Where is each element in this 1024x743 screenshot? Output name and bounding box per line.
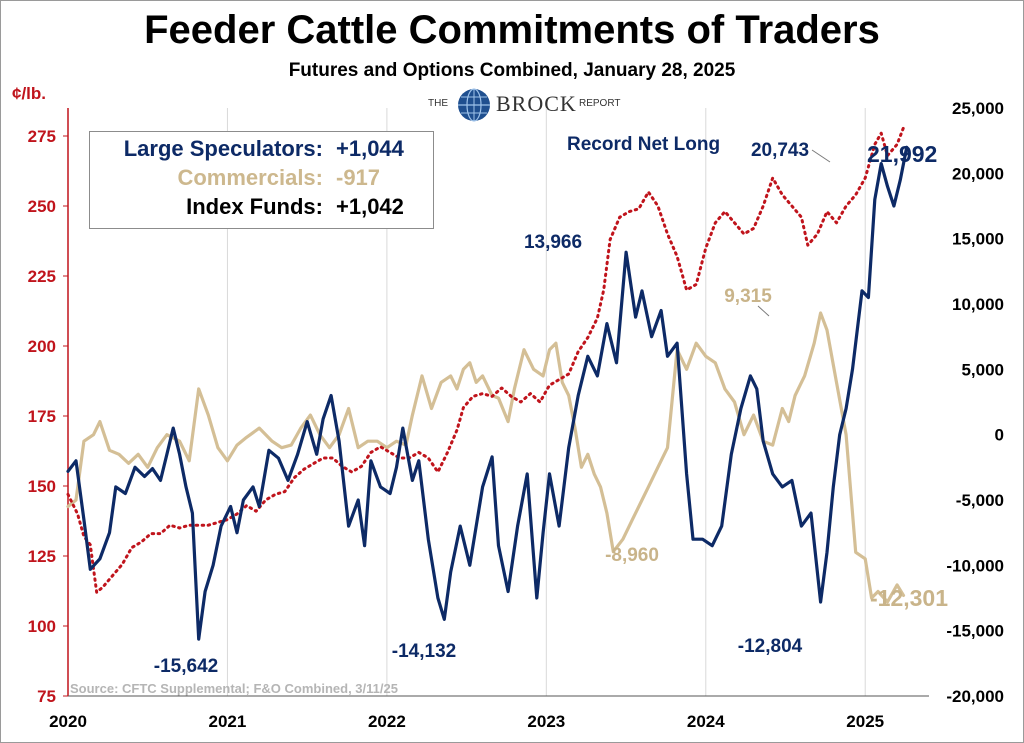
legend-value: +1,042	[336, 194, 404, 219]
x-tick-label: 2024	[687, 712, 725, 731]
globe-icon	[458, 88, 490, 122]
annotation-label: -12,301	[870, 585, 948, 611]
brock-report-logo: THE BROCK REPORT	[418, 86, 621, 124]
speculators-line	[66, 145, 909, 641]
price-line	[66, 126, 905, 594]
chart-axes	[63, 108, 929, 697]
annotation-label: Record Net Long	[567, 134, 720, 155]
logo-name: BROCK	[496, 91, 577, 116]
right-tick-label: -10,000	[946, 556, 1004, 575]
legend-value: +1,044	[336, 136, 404, 161]
left-tick-label: 125	[28, 547, 56, 566]
legend-label: Commercials:	[177, 165, 323, 190]
annotation-label: 20,743	[751, 140, 809, 161]
left-tick-label: 100	[28, 617, 56, 636]
annotation-leader	[757, 305, 770, 317]
right-tick-label: 10,000	[952, 295, 1004, 314]
right-tick-label: -5,000	[956, 491, 1004, 510]
annotation-label: -12,804	[738, 636, 803, 657]
chart-title: Feeder Cattle Commitments of Traders	[144, 8, 880, 52]
right-tick-label: 25,000	[952, 99, 1004, 118]
annotation-label: -14,132	[392, 641, 456, 662]
left-tick-label: 75	[37, 687, 56, 706]
x-tick-label: 2025	[846, 712, 884, 731]
x-tick-label: 2021	[209, 712, 247, 731]
legend-label: Large Speculators:	[123, 136, 323, 161]
logo-suffix: REPORT	[579, 98, 621, 109]
x-tick-label: 2023	[527, 712, 565, 731]
legend-value: -917	[336, 165, 381, 190]
left-tick-label: 225	[28, 267, 56, 286]
left-tick-label: 250	[28, 197, 56, 216]
right-tick-label: -20,000	[946, 687, 1004, 706]
annotation-label: 13,966	[524, 232, 582, 253]
legend-box: Large Speculators: +1,044 Commercials: -…	[89, 131, 434, 229]
x-tick-label: 2020	[49, 712, 87, 731]
annotation-label: -15,642	[154, 656, 218, 677]
left-tick-label: 200	[28, 337, 56, 356]
right-tick-label: 5,000	[961, 360, 1004, 379]
annotation-leader	[811, 149, 831, 163]
right-tick-label: 15,000	[952, 230, 1004, 249]
left-tick-label: 150	[28, 477, 56, 496]
annotation-label: -8,960	[605, 545, 659, 566]
annotation-label: 21,992	[867, 141, 937, 167]
chart-labels: 2020 2021 2022 2023 2024 2025 75 100 125 150 175 20…	[12, 84, 1004, 731]
legend-entry-speculators: Large Speculators: +1,044	[90, 136, 433, 166]
legend-entry-index-funds: Index Funds: +1,042	[90, 194, 433, 224]
source-note: Source: CFTC Supplemental; F&O Combined,…	[70, 681, 398, 696]
x-tick-label: 2022	[368, 712, 406, 731]
annotation-label: 9,315	[724, 286, 772, 307]
right-tick-label: -15,000	[946, 622, 1004, 641]
chart-lines	[66, 126, 909, 641]
chart-subtitle: Futures and Options Combined, January 28…	[288, 60, 736, 81]
left-tick-label: 175	[28, 407, 56, 426]
legend-entry-commercials: Commercials: -917	[90, 165, 433, 195]
logo-prefix: THE	[428, 98, 448, 109]
left-tick-label: 275	[28, 127, 56, 146]
left-axis-label: ¢/lb.	[12, 84, 46, 103]
commercials-line	[66, 311, 906, 604]
right-tick-label: 0	[995, 426, 1004, 445]
legend-label: Index Funds:	[186, 194, 323, 219]
right-tick-label: 20,000	[952, 164, 1004, 183]
